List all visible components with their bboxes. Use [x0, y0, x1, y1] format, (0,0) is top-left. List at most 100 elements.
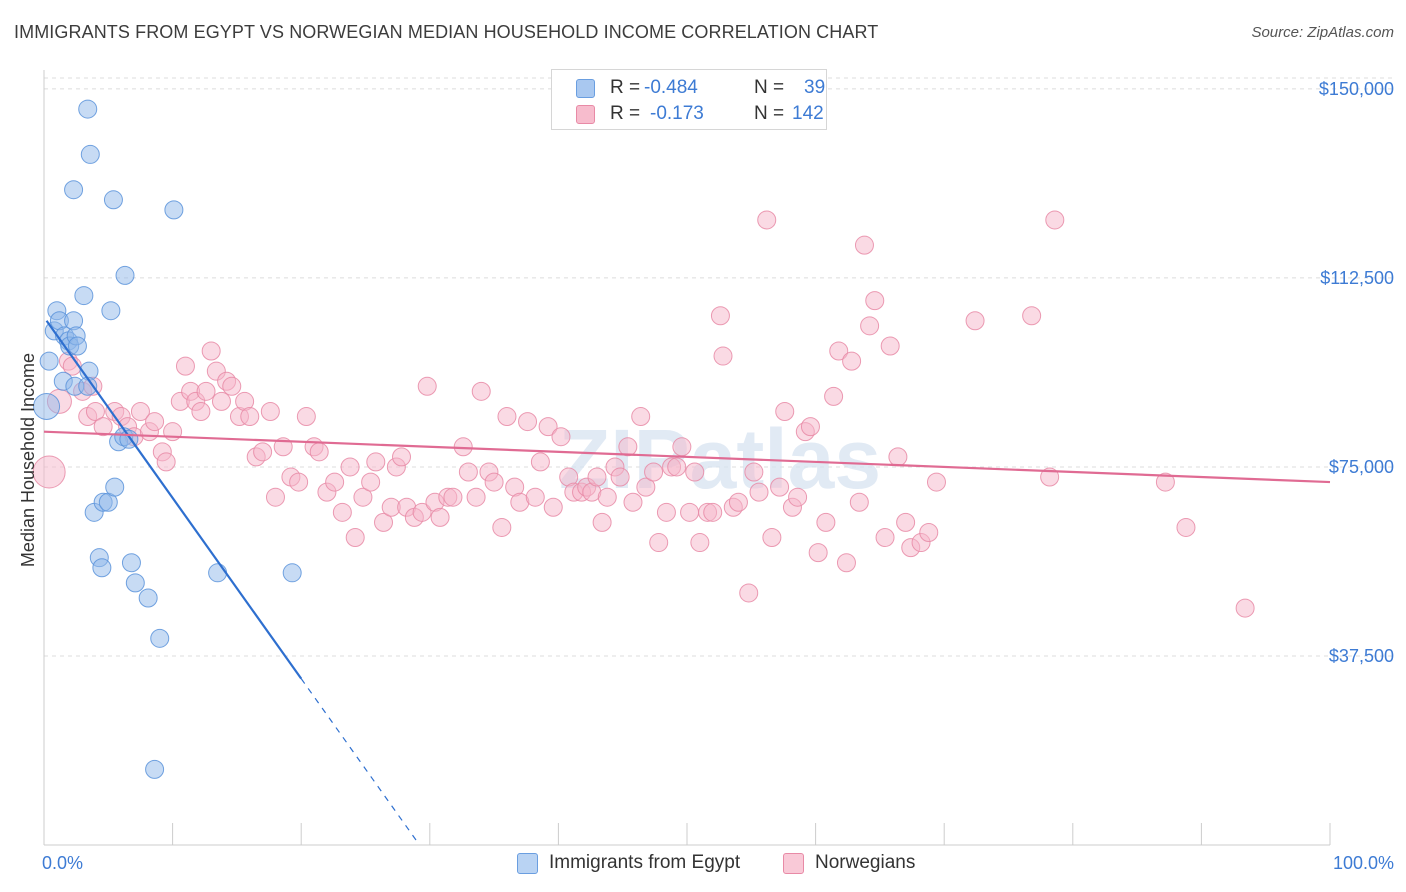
norwegian-point — [649, 533, 669, 553]
egypt-point — [138, 588, 158, 608]
norwegian-point — [458, 462, 478, 482]
norwegian-point — [875, 528, 895, 548]
norwegian-point — [130, 402, 150, 422]
y-tick-label: $75,000 — [1329, 457, 1394, 477]
y-tick-label: $112,500 — [1320, 268, 1394, 288]
tick-labels: $37,500 $75,000 $112,500 $150,000 0.0% 100.0% — [42, 79, 1394, 873]
norwegian-point — [880, 336, 900, 356]
norwegian-point — [1040, 467, 1060, 487]
y-axis-label: Median Household Income — [18, 353, 38, 567]
norwegian-point — [361, 472, 381, 492]
egypt-trend-extension — [300, 678, 418, 842]
norwegian-point — [610, 467, 630, 487]
norwegian-point — [530, 452, 550, 472]
norwegian-point — [854, 235, 874, 255]
norwegian-point — [788, 487, 808, 507]
bottom-legend-swatch-norwegians — [783, 853, 804, 874]
norwegian-point — [703, 502, 723, 522]
egypt-point — [67, 336, 87, 356]
norwegian-point — [667, 457, 687, 477]
norwegian-point — [260, 402, 280, 422]
norwegian-point — [800, 417, 820, 437]
egypt-trend-line — [45, 320, 303, 680]
norwegian-point — [222, 376, 242, 396]
egypt-point — [78, 99, 98, 119]
legend-n-value: 39 — [804, 77, 826, 98]
norwegian-point — [816, 512, 836, 532]
egypt-point — [164, 200, 184, 220]
norwegian-point — [484, 472, 504, 492]
norwegian-point — [325, 472, 345, 492]
norwegian-point — [332, 502, 352, 522]
norwegian-point — [543, 497, 563, 517]
norwegian-point — [211, 391, 231, 411]
egypt-point — [80, 144, 100, 164]
source-credit: Source: ZipAtlas.com — [1251, 24, 1394, 41]
norwegian-point — [739, 583, 759, 603]
legend-n-value: 142 — [792, 103, 824, 124]
norwegian-point — [497, 407, 517, 427]
norwegian-point — [728, 492, 748, 512]
norwegian-point — [430, 507, 450, 527]
norwegian-point — [888, 447, 908, 467]
stats-legend: R = -0.484 N = 39 R = -0.173 N = 142 — [551, 69, 827, 130]
bottom-legend-egypt: Immigrants from Egypt — [517, 852, 767, 876]
norwegian-point — [265, 487, 285, 507]
norwegian-point — [353, 487, 373, 507]
y-tick-label: $150,000 — [1319, 79, 1394, 99]
norwegian-point — [374, 512, 394, 532]
egypt-point — [39, 351, 59, 371]
norwegian-point — [156, 452, 176, 472]
norwegian-point — [710, 306, 730, 326]
trend-lines — [43, 320, 1331, 842]
norwegian-point — [296, 407, 316, 427]
x-tick-label: 0.0% — [42, 853, 83, 873]
norwegian-point — [412, 502, 432, 522]
norwegian-point — [85, 402, 105, 422]
bottom-legend-swatch-egypt — [517, 853, 538, 874]
norwegian-point — [829, 341, 849, 361]
norwegian-point — [656, 502, 676, 522]
norwegian-point — [518, 412, 538, 432]
norwegian-point — [253, 442, 273, 462]
norwegian-point — [631, 407, 651, 427]
bottom-legend-label-norwegians: Norwegians — [815, 852, 916, 873]
norwegian-point — [201, 341, 221, 361]
norwegian-point — [965, 311, 985, 331]
chart-title: IMMIGRANTS FROM EGYPT VS NORWEGIAN MEDIA… — [14, 22, 879, 42]
bottom-legend-label-egypt: Immigrants from Egypt — [549, 852, 741, 873]
norwegian-point — [417, 376, 437, 396]
norwegian-point — [191, 402, 211, 422]
norwegian-point — [538, 417, 558, 437]
norwegian-point — [860, 316, 880, 336]
legend-swatch-norwegians — [576, 105, 595, 124]
egypt-point — [92, 558, 112, 578]
norwegian-point — [1045, 210, 1065, 230]
norwegian-point — [680, 502, 700, 522]
legend-n-label: N = — [754, 103, 785, 124]
norwegian-point — [525, 487, 545, 507]
norwegian-point — [597, 487, 617, 507]
norwegian-point — [926, 472, 946, 492]
norwegian-point — [592, 512, 612, 532]
legend-n-label: N = — [754, 77, 785, 98]
norwegian-point — [896, 512, 916, 532]
norwegian-point — [636, 477, 656, 497]
legend-swatch-egypt — [576, 79, 595, 98]
norwegian-point — [762, 528, 782, 548]
egypt-point — [150, 628, 170, 648]
norwegian-point — [175, 356, 195, 376]
norwegian-point — [145, 412, 165, 432]
norwegian-point — [443, 487, 463, 507]
legend-r-label: R = — [610, 77, 641, 98]
norwegian-point — [1155, 472, 1175, 492]
norwegian-point — [849, 492, 869, 512]
legend-r-value: -0.484 — [644, 77, 698, 98]
norwegian-point — [824, 386, 844, 406]
norwegian-point — [744, 462, 764, 482]
norwegian-point — [713, 346, 733, 366]
norwegian-point — [366, 452, 386, 472]
norwegian-point — [644, 462, 664, 482]
norwegian-point — [587, 467, 607, 487]
